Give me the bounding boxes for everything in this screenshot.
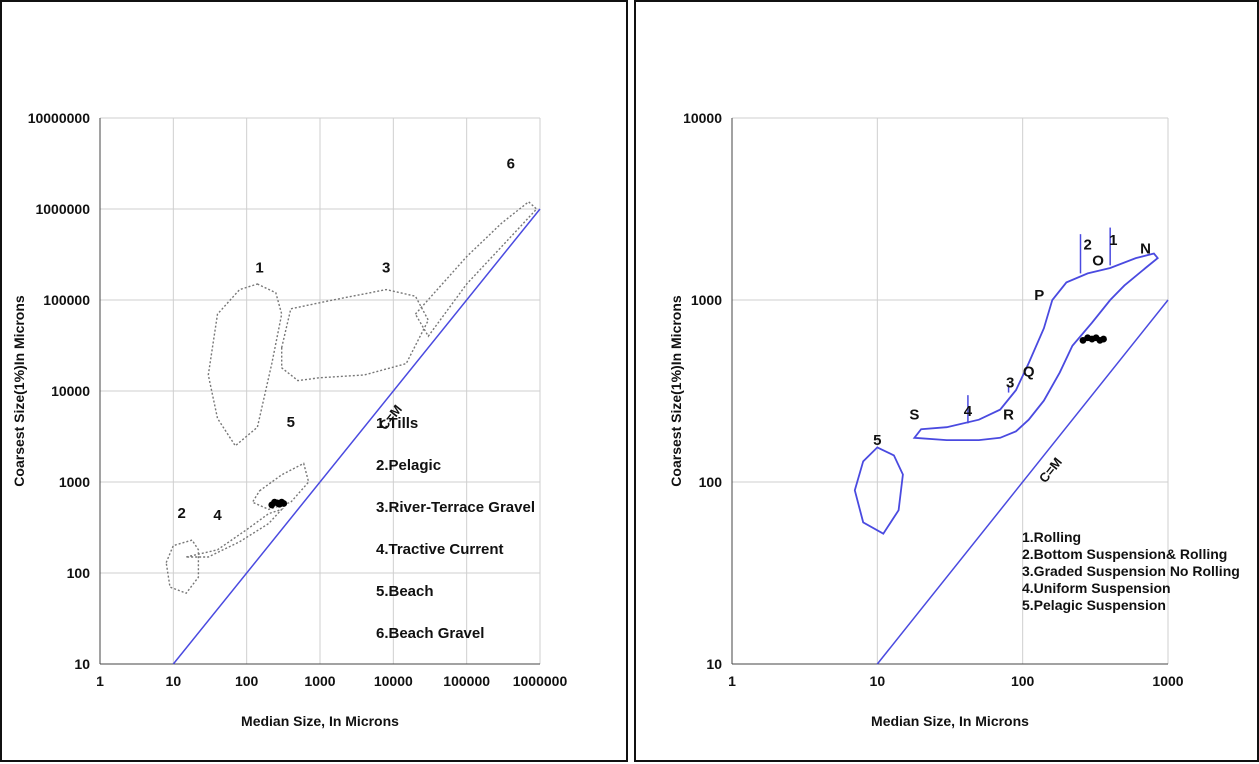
legend-item-3: 3.River-Terrace Gravel [376,499,535,516]
legend-item-5: 5.Pelagic Suspension [1022,597,1166,613]
x-tick-label-2: 100 [1011,673,1035,689]
legend-item-6: 6.Beach Gravel [376,625,484,642]
y-tick-label-5: 1000000 [35,201,90,217]
field-outline-5 [251,462,310,511]
y-tick-label-4: 100000 [43,292,90,308]
x-tick-label-0: 1 [96,673,104,689]
legend-item-5: 5.Beach [376,583,434,600]
y-axis-title: Coarsest Size(1%)In Microns [11,295,27,487]
legend-item-4: 4.Uniform Suspension [1022,580,1171,596]
y-tick-label-2: 1000 [691,292,722,308]
x-tick-label-5: 100000 [443,673,490,689]
x-tick-label-1: 10 [166,673,182,689]
y-tick-label-1: 100 [67,565,91,581]
region-outline-pattern [912,252,1159,441]
x-tick-label-3: 1000 [1152,673,1183,689]
segment-label-S-0: S [909,407,919,424]
x-axis-title: Median Size, In Microns [241,713,399,729]
field-outline-2 [165,539,200,595]
right-cm-chart-panel: 1 10 100 1000 10 100 1000 10000 Median Size, In … [634,0,1259,762]
x-tick-label-3: 1000 [304,673,335,689]
legend-item-2: 2.Pelagic [376,457,441,474]
y-tick-label-0: 10 [706,656,722,672]
segment-label-5-10: 5 [873,432,881,449]
legend-item-4: 4.Tractive Current [376,541,504,558]
x-tick-label-2: 100 [235,673,259,689]
x-tick-label-4: 10000 [374,673,413,689]
segment-label-2-6: 2 [1083,236,1091,253]
y-tick-label-1: 100 [699,474,723,490]
left-cm-chart: 1 10 100 1000 10000 100000 1000000 10 100 1000 100… [11,110,568,729]
y-tick-label-3: 10000 [683,110,722,126]
field-outline-3 [281,288,430,382]
left-chart-panel: 1 10 100 1000 10000 100000 1000000 10 100 1000 100… [0,0,628,762]
field-marker-1: 1 [255,260,263,277]
y-tick-label-3: 10000 [51,383,90,399]
legend-item-2: 2.Bottom Suspension& Rolling [1022,546,1227,562]
field-marker-4: 4 [213,507,222,524]
y-tick-label-0: 10 [74,656,90,672]
data-point-0-5 [1100,335,1107,343]
right-cm-chart: 1 10 100 1000 10 100 1000 10000 Median Size, In … [668,110,1240,729]
y-tick-label-2: 1000 [59,474,90,490]
field-outline-4 [186,507,285,558]
segment-label-3-3: 3 [1006,375,1014,392]
field-marker-2: 2 [178,505,186,522]
field-outline-1 [207,283,283,447]
x-tick-label-1: 10 [870,673,886,689]
segment-label-O-7: O [1092,252,1104,269]
segment-label-R-2: R [1003,407,1014,424]
segment-label-Q-4: Q [1023,363,1035,380]
field-marker-3: 3 [382,260,390,277]
segment-label-1-8: 1 [1109,232,1117,249]
region-outline-pelagic [853,446,904,535]
segment-label-P-5: P [1034,287,1044,304]
field-marker-6: 6 [507,155,515,172]
data-point-0-5 [280,500,288,507]
cm-reference-line [172,208,541,665]
legend-item-3: 3.Graded Suspension No Rolling [1022,563,1240,579]
x-axis-title: Median Size, In Microns [871,713,1029,729]
legend-item-1: 1.Rolling [1022,529,1081,545]
segment-label-N-9: N [1140,241,1151,258]
y-axis-title: Coarsest Size(1%)In Microns [668,295,684,487]
field-marker-5: 5 [287,414,295,431]
field-outline-6 [414,200,538,338]
legend-item-1: 1.Tills [376,415,418,432]
x-tick-label-6: 1000000 [513,673,568,689]
segment-label-4-1: 4 [964,403,973,420]
cm-reference-line [876,299,1169,665]
y-tick-label-6: 10000000 [28,110,91,126]
x-tick-label-0: 1 [728,673,736,689]
